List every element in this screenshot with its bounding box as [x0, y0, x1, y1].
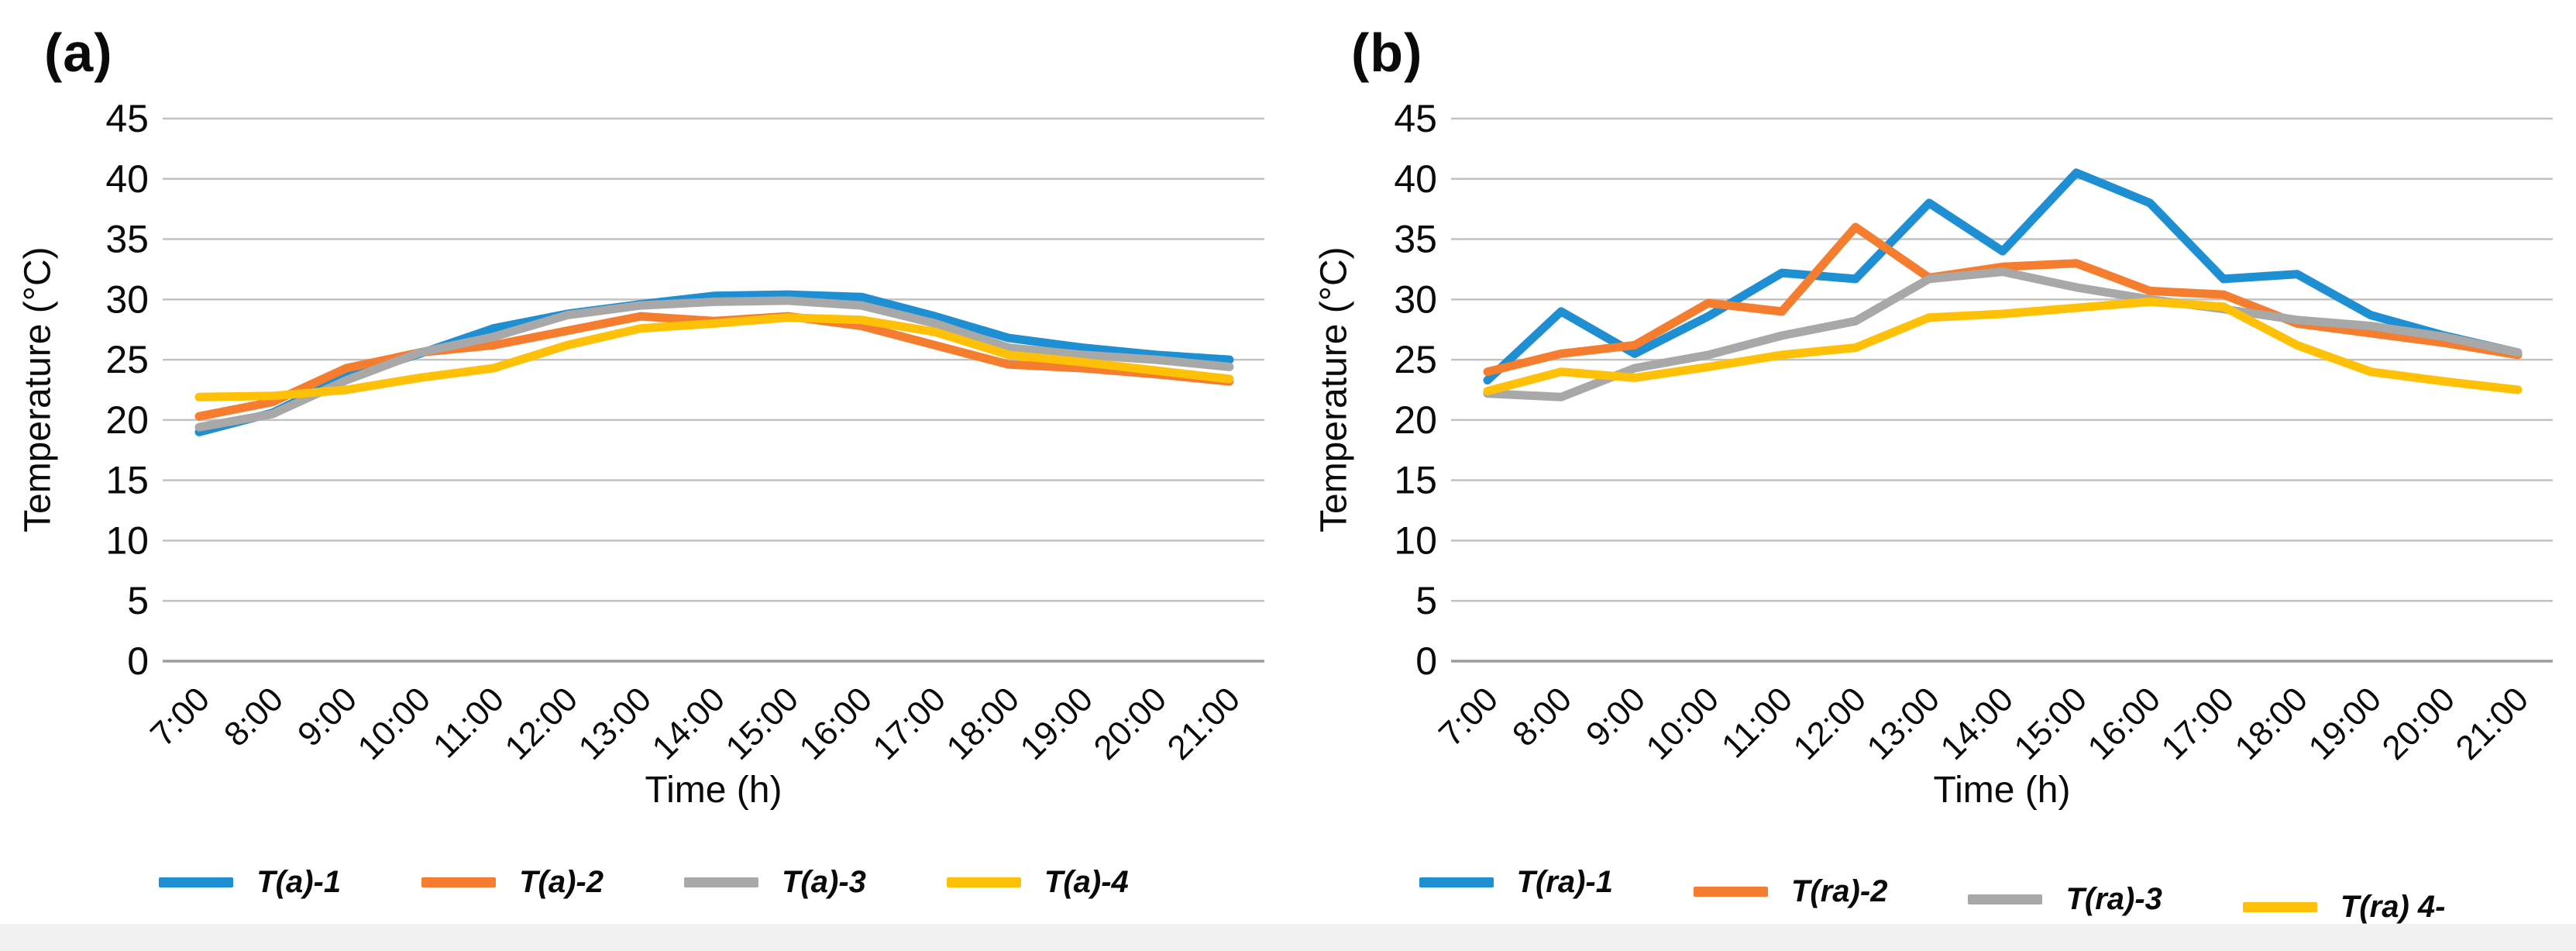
series-line-T(ra)-2: [1483, 222, 2523, 377]
panel-b-x-axis-title: Time (h): [1933, 770, 2071, 811]
legend-item-T(ra)-3: T(ra)-3: [1968, 882, 2162, 917]
legend-swatch-T(a)-2: [421, 877, 497, 887]
y-tick-label: 10: [1394, 519, 1437, 562]
x-tick-label: 21:00: [2449, 680, 2536, 767]
legend-swatch-T(ra)-1: [1419, 877, 1494, 887]
y-tick-label: 0: [1415, 639, 1437, 683]
y-tick-label: 40: [1394, 157, 1437, 201]
x-tick-label: 17:00: [866, 680, 954, 767]
series-line-T(a)-4: [194, 313, 1234, 401]
x-tick-label: 13:00: [572, 680, 659, 767]
series-line-T(ra)-3: [1483, 267, 2523, 401]
panel-b: (b) Temperature (°C) 45 40 35 30 25 20 15 10 5 0 7…: [1288, 0, 2576, 951]
x-tick-label: 17:00: [2155, 680, 2242, 767]
x-tick-label: 20:00: [2375, 680, 2463, 767]
legend-swatch-T(a)-1: [159, 877, 234, 887]
x-tick-label: 18:00: [2228, 680, 2316, 767]
legend-swatch-T(ra) 4-: [2242, 902, 2317, 912]
legend-item-T(ra) 4-: T(ra) 4-: [2242, 890, 2446, 925]
x-tick-label: 12:00: [1787, 680, 1874, 767]
y-tick-label: 25: [1394, 338, 1437, 381]
legend-item-T(a)-1: T(a)-1: [159, 865, 341, 900]
legend-swatch-T(a)-3: [684, 877, 758, 887]
legend-item-T(a)-3: T(a)-3: [684, 865, 866, 900]
x-tick-label: 19:00: [2302, 680, 2389, 767]
y-tick-label: 5: [127, 579, 149, 622]
y-tick-label: 25: [105, 338, 149, 381]
y-tick-label: 35: [105, 218, 149, 261]
x-tick-label: 8:00: [1505, 680, 1579, 753]
legend-label-T(a)-4: T(a)-4: [1044, 865, 1129, 899]
legend-swatch-T(a)-4: [946, 877, 1021, 887]
series-line-T(a)-3: [194, 296, 1234, 432]
x-tick-label: 8:00: [217, 680, 291, 753]
x-tick-label: 18:00: [940, 680, 1027, 767]
legend-label-T(a)-2: T(a)-2: [519, 865, 604, 899]
y-tick-label: 35: [1394, 218, 1437, 261]
series-line-T(ra) 4-: [1483, 297, 2523, 396]
x-tick-label: 15:00: [2007, 680, 2095, 767]
x-tick-label: 7:00: [143, 680, 217, 753]
y-tick-label: 20: [1394, 398, 1437, 442]
y-tick-label: 30: [105, 277, 149, 321]
y-tick-label: 45: [105, 97, 149, 140]
x-tick-label: 19:00: [1013, 680, 1101, 767]
series-line-T(a)-2: [194, 312, 1234, 421]
y-tick-label: 0: [127, 639, 149, 683]
legend-label-T(ra)-1: T(ra)-1: [1516, 865, 1613, 899]
legend-item-T(a)-4: T(a)-4: [946, 865, 1129, 900]
x-tick-label: 12:00: [498, 680, 586, 767]
x-tick-label: 13:00: [1860, 680, 1948, 767]
x-tick-label: 11:00: [426, 680, 511, 765]
y-tick-label: 45: [1394, 97, 1437, 140]
x-tick-label: 10:00: [1639, 680, 1727, 767]
legend-item-T(ra)-1: T(ra)-1: [1419, 865, 1613, 900]
y-tick-label: 15: [105, 459, 149, 502]
y-tick-label: 40: [105, 157, 149, 201]
x-tick-label: 20:00: [1087, 680, 1175, 767]
y-tick-label: 20: [105, 398, 149, 442]
footer-strip: [0, 924, 2576, 951]
legend-swatch-T(ra)-3: [1968, 894, 2043, 904]
x-tick-label: 15:00: [719, 680, 807, 767]
series-line-T(ra)-1: [1483, 168, 2523, 385]
x-tick-label: 10:00: [351, 680, 439, 767]
legend-item-T(ra)-2: T(ra)-2: [1693, 874, 1888, 909]
legend-label-T(ra)-2: T(ra)-2: [1790, 874, 1888, 908]
panel-b-legend: T(ra)-1 T(ra)-2 T(ra)-3 T(ra) 4-: [1288, 865, 2576, 924]
x-tick-label: 14:00: [645, 680, 733, 767]
y-tick-label: 10: [105, 519, 149, 562]
legend-label-T(ra)-3: T(ra)-3: [2065, 882, 2162, 916]
x-tick-label: 14:00: [1934, 680, 2021, 767]
legend-swatch-T(ra)-2: [1693, 887, 1768, 897]
panel-b-label: (b): [1351, 22, 1423, 83]
y-tick-label: 5: [1415, 579, 1437, 622]
legend-label-T(ra) 4-: T(ra) 4-: [2340, 890, 2446, 924]
x-tick-label: 7:00: [1432, 680, 1505, 753]
panel-a-label: (a): [44, 22, 113, 83]
x-tick-label: 16:00: [2081, 680, 2168, 767]
legend-label-T(a)-3: T(a)-3: [782, 865, 866, 899]
y-tick-label: 15: [1394, 459, 1437, 502]
x-tick-label: 21:00: [1161, 680, 1248, 767]
panel-a: (a) Temperature (°C) 45 40 35 30 25 20 15 10 5 0 7…: [0, 22, 1288, 900]
legend-item-T(a)-2: T(a)-2: [421, 865, 604, 900]
x-tick-label: 16:00: [793, 680, 880, 767]
panel-a-x-axis-title: Time (h): [645, 770, 782, 811]
panel-a-legend: T(a)-1 T(a)-2 T(a)-3 T(a)-4: [0, 865, 1288, 900]
legend-label-T(a)-1: T(a)-1: [256, 865, 342, 899]
x-tick-label: 11:00: [1714, 680, 1800, 765]
y-tick-label: 30: [1394, 277, 1437, 321]
